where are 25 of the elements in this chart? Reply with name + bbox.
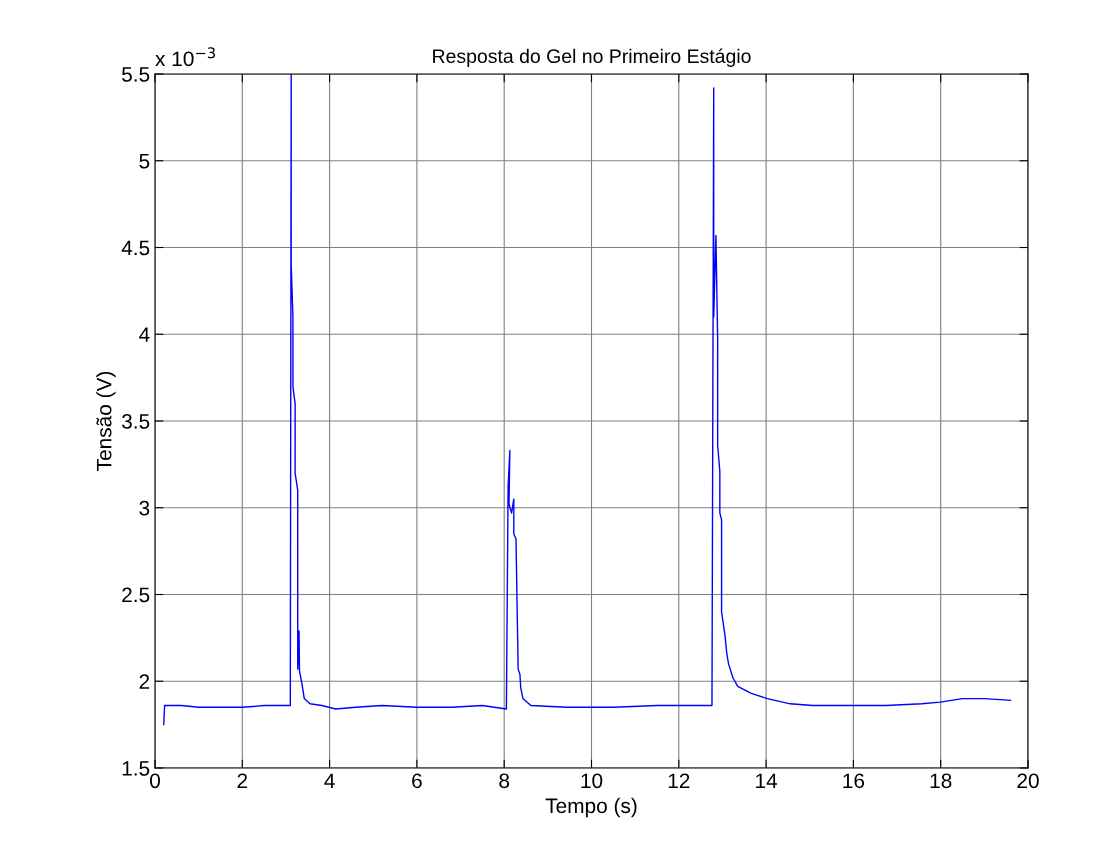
x-axis-title: Tempo (s) bbox=[545, 797, 637, 818]
text: x 10$^{−3}$ bbox=[155, 47, 215, 67]
y-tick-label: 5.5 bbox=[122, 67, 150, 82]
y-tick-label: 4 bbox=[139, 327, 150, 342]
x-tick-label: 14 bbox=[756, 773, 778, 788]
y-tick-label: 3 bbox=[139, 500, 150, 516]
x-tick-label: 20 bbox=[1017, 773, 1039, 789]
x-tick-label: 10 bbox=[581, 773, 603, 789]
y-tick-label: 3.5 bbox=[121, 414, 150, 429]
x-tick-label: 2 bbox=[237, 773, 248, 788]
y-tick-label: 2.5 bbox=[122, 587, 150, 603]
x-tick-label: 6 bbox=[412, 773, 422, 789]
x-tick-label: 16 bbox=[843, 773, 865, 789]
x-tick-label: 18 bbox=[930, 773, 952, 789]
y-tick-label: 2 bbox=[139, 674, 150, 689]
x-tick-label: 8 bbox=[499, 773, 510, 789]
y-axis-title: Tensão (V) bbox=[96, 371, 116, 471]
x-tick-label: 4 bbox=[324, 773, 335, 788]
x-tick-label: 12 bbox=[668, 773, 690, 788]
y-tick-label: 4.5 bbox=[121, 240, 150, 256]
line-series bbox=[163, 74, 1012, 726]
y-tick-label: 1.5 bbox=[122, 761, 150, 776]
y-tick-label: 5 bbox=[139, 153, 150, 169]
x-tick-label: 0 bbox=[150, 773, 160, 789]
chart-title: Resposta do Gel no Primeiro Estágio bbox=[433, 48, 751, 67]
